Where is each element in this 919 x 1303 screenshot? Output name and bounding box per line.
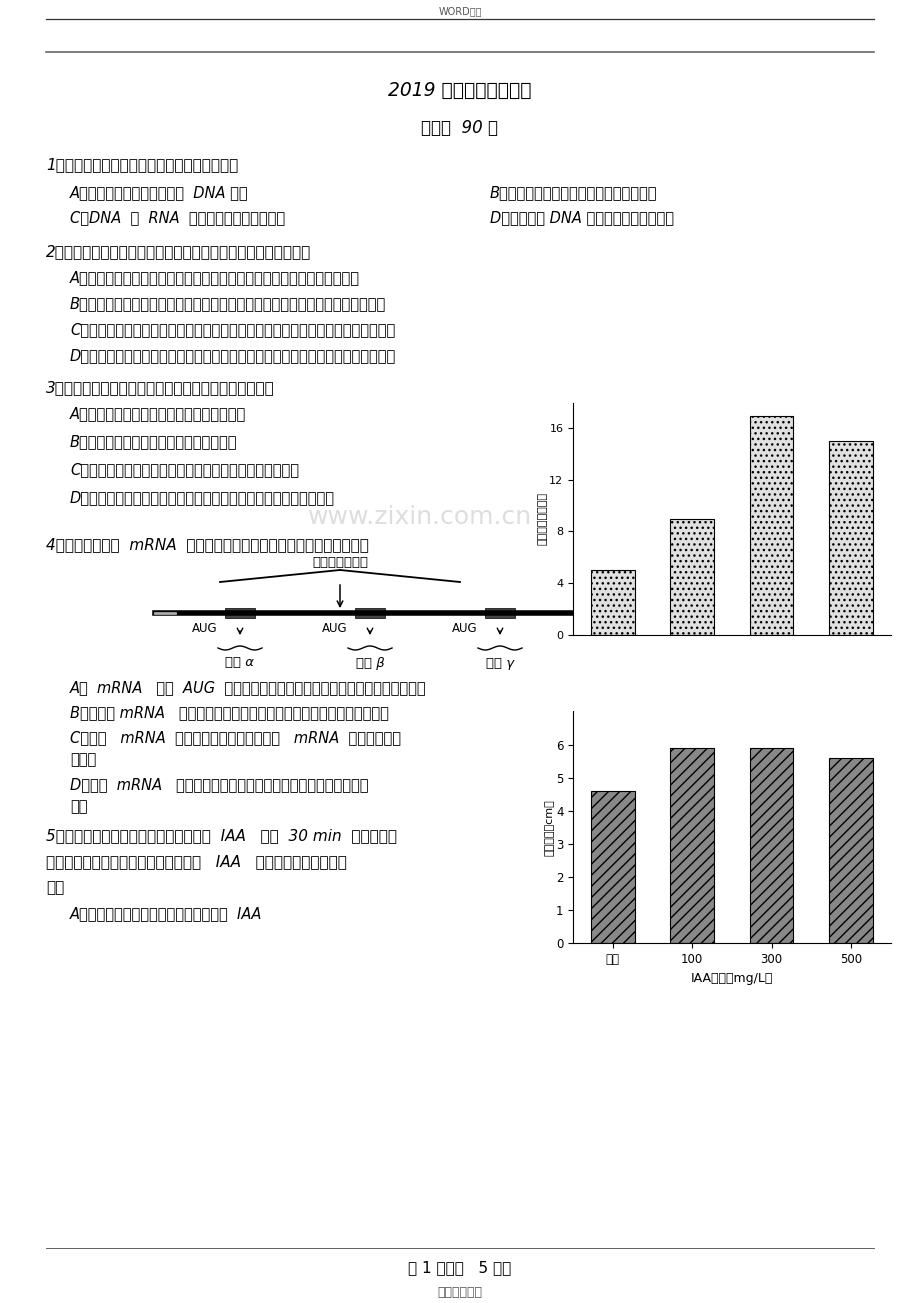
Text: 专业资料整理: 专业资料整理 <box>437 1286 482 1299</box>
Text: 的是: 的是 <box>46 881 64 895</box>
Bar <box>590 791 634 943</box>
X-axis label: IAA浓度（mg/L）: IAA浓度（mg/L） <box>690 972 772 985</box>
Text: 5．如图为一种植物扦插枝条经不同浓度  IAA   浸泡  30 min  后的生根结: 5．如图为一种植物扦插枝条经不同浓度 IAA 浸泡 30 min 后的生根结 <box>46 829 397 843</box>
Text: AUG: AUG <box>192 623 218 636</box>
Text: 蛋白质: 蛋白质 <box>70 753 96 767</box>
Text: AUG: AUG <box>322 623 347 636</box>
Text: AUG: AUG <box>452 623 478 636</box>
Text: A．成年后生长激素不再分泌，身高不再增加: A．成年后生长激素不再分泌，身高不再增加 <box>70 407 246 421</box>
Text: D．转录时有 DNA 双链解开和恢复的过程: D．转录时有 DNA 双链解开和恢复的过程 <box>490 211 674 225</box>
Bar <box>670 519 713 635</box>
Text: www.zixin.com.cn: www.zixin.com.cn <box>308 506 531 529</box>
Bar <box>670 748 713 943</box>
Y-axis label: 平均生根数（条）: 平均生根数（条） <box>538 493 548 545</box>
Text: 蛋白 α: 蛋白 α <box>225 657 255 670</box>
Text: B．合成核酸的酶催反应过程中不消耗能量: B．合成核酸的酶催反应过程中不消耗能量 <box>490 185 657 201</box>
Text: 4．如图为某细菌  mRNA  与对应的翻译产物示意图，相关叙述错误的是: 4．如图为某细菌 mRNA 与对应的翻译产物示意图，相关叙述错误的是 <box>46 538 369 552</box>
Text: 3．下列关于人体神经调节和体液调节的叙述，正确的是: 3．下列关于人体神经调节和体液调节的叙述，正确的是 <box>46 380 275 396</box>
Text: 满分：  90 分: 满分： 90 分 <box>421 119 498 137</box>
Bar <box>828 442 872 635</box>
Text: B．一分子 mRNA   有一个游离磷酸基团，其它磷酸基团均与两个核糖相连: B．一分子 mRNA 有一个游离磷酸基团，其它磷酸基团均与两个核糖相连 <box>70 705 389 721</box>
Text: 第 1 页（共   5 页）: 第 1 页（共 5 页） <box>408 1260 511 1276</box>
Text: 果（新生根粗细相近），对照组为不加   IAA   的清水。下列叙述正确: 果（新生根粗细相近），对照组为不加 IAA 的清水。下列叙述正确 <box>46 855 346 869</box>
Bar <box>749 748 792 943</box>
Text: C．DNA  和  RNA  分子中都含有磷酸二酯键: C．DNA 和 RNA 分子中都含有磷酸二酯键 <box>70 211 285 225</box>
Bar <box>590 571 634 635</box>
Text: 核糖体结合部位: 核糖体结合部位 <box>312 556 368 569</box>
Bar <box>225 609 255 618</box>
Y-axis label: 平均根长（cm）: 平均根长（cm） <box>544 799 554 856</box>
Text: A．线粒体和叶绿体中都含有  DNA 分子: A．线粒体和叶绿体中都含有 DNA 分子 <box>70 185 248 201</box>
Text: A．基因选择性表达导致细胞分化，产生多种形态、结构和功能不同的细胞: A．基因选择性表达导致细胞分化，产生多种形态、结构和功能不同的细胞 <box>70 271 359 285</box>
Bar <box>749 416 792 635</box>
Text: D．细胞癌变导致细胞内糖蛋白减少、细胞黏着性降低，其根本原因是原癌基因突变: D．细胞癌变导致细胞内糖蛋白减少、细胞黏着性降低，其根本原因是原癌基因突变 <box>70 348 396 364</box>
Text: A．对照组生根数量少是因为枝条中没有  IAA: A．对照组生根数量少是因为枝条中没有 IAA <box>70 907 262 921</box>
Text: 过程: 过程 <box>70 800 87 814</box>
Text: D．在该  mRNA   合成的过程中，核糖体就可以与之结合并开始翻译: D．在该 mRNA 合成的过程中，核糖体就可以与之结合并开始翻译 <box>70 778 369 792</box>
Text: D．神经中枢只能通过发出神经冲动的方式调节相关器官的生理活动: D．神经中枢只能通过发出神经冲动的方式调节相关器官的生理活动 <box>70 490 335 506</box>
Text: 2．下列有关人体细胞分化、衰老、凋亡和癌变的叙述，错误的是: 2．下列有关人体细胞分化、衰老、凋亡和癌变的叙述，错误的是 <box>46 245 311 259</box>
Text: C．细胞凋亡是基因决定、溶酶体参与的过程，病原体感染细胞的清除属于细胞凋亡: C．细胞凋亡是基因决定、溶酶体参与的过程，病原体感染细胞的清除属于细胞凋亡 <box>70 323 395 337</box>
Bar <box>828 758 872 943</box>
Text: B．体内多种激素具有直接降低血糖的作用: B．体内多种激素具有直接降低血糖的作用 <box>70 434 237 450</box>
Text: C．一个   mRNA  有多个起始密码，所以一个   mRNA  可翻译成多种: C．一个 mRNA 有多个起始密码，所以一个 mRNA 可翻译成多种 <box>70 731 401 745</box>
Text: C．与神经调节相比，体液调节通常作用缓慢、持续时间长: C．与神经调节相比，体液调节通常作用缓慢、持续时间长 <box>70 463 299 477</box>
Text: 2019 高考生物模拟试卷: 2019 高考生物模拟试卷 <box>388 81 531 99</box>
Text: B．衰老细胞表现为水分减少、多种酶活性降低、呼吸减慢、膜运输物质功能降低: B．衰老细胞表现为水分减少、多种酶活性降低、呼吸减慢、膜运输物质功能降低 <box>70 297 386 311</box>
Text: A．  mRNA   上的  AUG  是翻译的起始密码，它是由基因中的启动子转录形成: A． mRNA 上的 AUG 是翻译的起始密码，它是由基因中的启动子转录形成 <box>70 680 426 696</box>
Text: 蛋白 β: 蛋白 β <box>356 657 384 670</box>
Text: WORD格式: WORD格式 <box>437 7 482 16</box>
Text: 1．下列与真核生物中核酸有关的叙述错误的是: 1．下列与真核生物中核酸有关的叙述错误的是 <box>46 158 238 172</box>
Bar <box>484 609 515 618</box>
Bar <box>355 609 384 618</box>
Text: mRNA: mRNA <box>664 606 708 620</box>
Text: 蛋白 γ: 蛋白 γ <box>485 657 514 670</box>
